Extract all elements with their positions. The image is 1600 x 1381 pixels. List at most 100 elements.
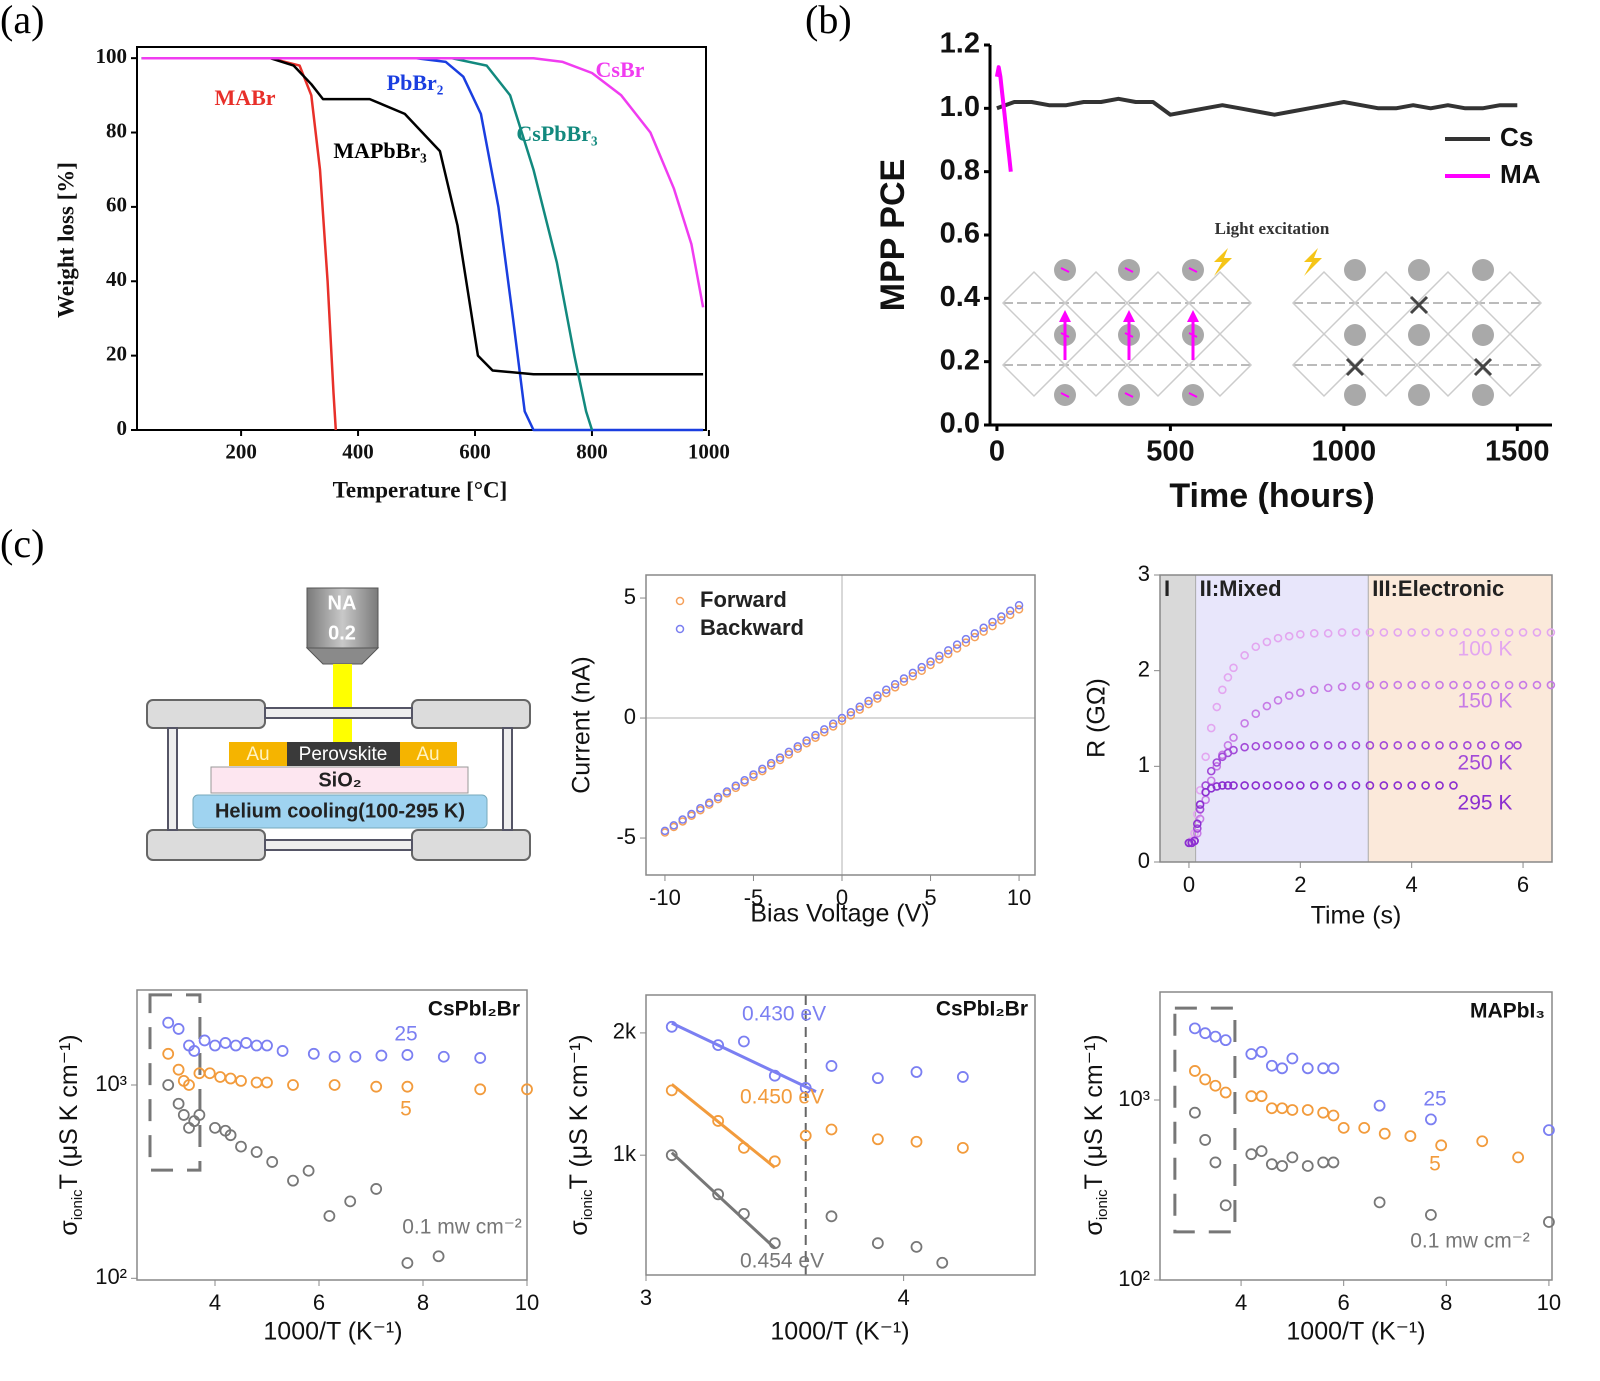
- point: [1240, 651, 1249, 660]
- point: [799, 1129, 812, 1142]
- point: [1273, 740, 1283, 750]
- y-tick-label: 10²: [1118, 1266, 1150, 1291]
- point: [1199, 1073, 1212, 1086]
- point: [1014, 605, 1024, 614]
- x-tick-label: 200: [225, 439, 257, 463]
- point: [988, 621, 997, 631]
- series-label: 100 K: [1458, 638, 1513, 661]
- point: [775, 753, 785, 762]
- point: [401, 1080, 414, 1093]
- y-tick-label: 40: [106, 267, 127, 291]
- point: [712, 1115, 725, 1127]
- point: [1323, 781, 1333, 790]
- panel-title: CsPbI₂Br: [428, 998, 520, 1021]
- point: [811, 733, 820, 742]
- point: [349, 1050, 362, 1063]
- x-axis-label: Temperature [°C]: [333, 477, 508, 502]
- point: [1184, 838, 1194, 848]
- point: [855, 702, 864, 712]
- plot-frame: [645, 574, 1036, 876]
- point: [1219, 1199, 1232, 1212]
- point: [474, 1083, 487, 1096]
- point: [1449, 680, 1458, 690]
- x-tick-label: 6: [1338, 1290, 1350, 1315]
- y-tick-label: 0.4: [940, 281, 980, 313]
- point: [1546, 628, 1556, 637]
- point: [1463, 628, 1472, 637]
- point: [1240, 781, 1249, 790]
- point: [1262, 637, 1272, 647]
- y-tick-label: 3: [1138, 561, 1150, 586]
- plot-frame: [1159, 991, 1553, 1281]
- highlight-box: [148, 993, 202, 1172]
- series-label: 25: [394, 1023, 417, 1046]
- point: [1337, 1121, 1350, 1134]
- light-bolt: [1214, 248, 1232, 276]
- point: [882, 685, 891, 694]
- legend-label: MA: [1500, 159, 1541, 189]
- point: [1209, 1030, 1222, 1043]
- y-axis-label-part: T (μS K cm⁻¹): [1080, 1034, 1108, 1189]
- point: [240, 1037, 253, 1049]
- series-label: MABr: [214, 85, 275, 110]
- x-axis-label: Time (s): [1311, 902, 1402, 930]
- line-series: [141, 56, 594, 431]
- point: [474, 1052, 487, 1064]
- point: [1286, 1104, 1299, 1116]
- point: [1379, 680, 1389, 690]
- y-axis-label: Weight loss [%]: [53, 162, 78, 318]
- point: [669, 821, 679, 830]
- point: [1407, 680, 1416, 690]
- point: [261, 1039, 273, 1052]
- point: [1425, 1113, 1437, 1126]
- electrode-label: Au: [416, 744, 439, 765]
- point: [1337, 781, 1347, 790]
- ion: [1344, 384, 1366, 406]
- region-label: II:Mixed: [1200, 576, 1282, 601]
- fit-annotation: 0.450 eV: [740, 1086, 824, 1109]
- y-axis-label: σionicT (μS K cm⁻¹): [565, 1034, 596, 1235]
- point: [1014, 600, 1024, 610]
- octahedron: [1187, 332, 1253, 398]
- ion-mark: [1188, 392, 1198, 398]
- fit-annotation: 0.454 eV: [740, 1250, 824, 1273]
- series-label: 295 K: [1458, 792, 1513, 815]
- point: [825, 1123, 838, 1136]
- x-axis-label: 1000/T (K⁻¹): [263, 1318, 402, 1346]
- point: [1273, 633, 1283, 643]
- point: [1327, 1062, 1340, 1075]
- y-tick-label: 80: [106, 118, 127, 142]
- x-tick-label: 10: [1007, 885, 1031, 910]
- point: [1449, 628, 1458, 637]
- point: [1323, 683, 1333, 693]
- y-axis-label-part: σ: [1080, 1220, 1108, 1236]
- point: [287, 1079, 299, 1091]
- point: [908, 672, 918, 681]
- point: [1476, 1135, 1489, 1148]
- plot-frame: [1159, 574, 1553, 863]
- ion: [1344, 324, 1366, 346]
- plate: [411, 699, 531, 729]
- ion: [1472, 259, 1494, 281]
- series-label: 25: [1423, 1088, 1446, 1111]
- point: [1240, 718, 1249, 728]
- point: [1504, 628, 1514, 637]
- ion-mark: [1060, 267, 1070, 273]
- octahedron: [1477, 270, 1543, 336]
- point: [162, 1016, 175, 1029]
- point: [1255, 1090, 1268, 1103]
- point: [766, 758, 776, 768]
- point: [1309, 629, 1319, 638]
- point: [1206, 784, 1216, 793]
- point: [1296, 740, 1305, 750]
- point: [1504, 740, 1514, 750]
- point: [235, 1074, 247, 1087]
- point: [437, 1050, 450, 1063]
- point: [1532, 628, 1542, 637]
- point: [665, 1149, 678, 1162]
- y-tick-label: 1.2: [940, 28, 980, 60]
- line-series: [996, 96, 1518, 117]
- point: [1229, 781, 1238, 790]
- point: [1337, 628, 1347, 637]
- series-label: CsBr: [596, 57, 645, 82]
